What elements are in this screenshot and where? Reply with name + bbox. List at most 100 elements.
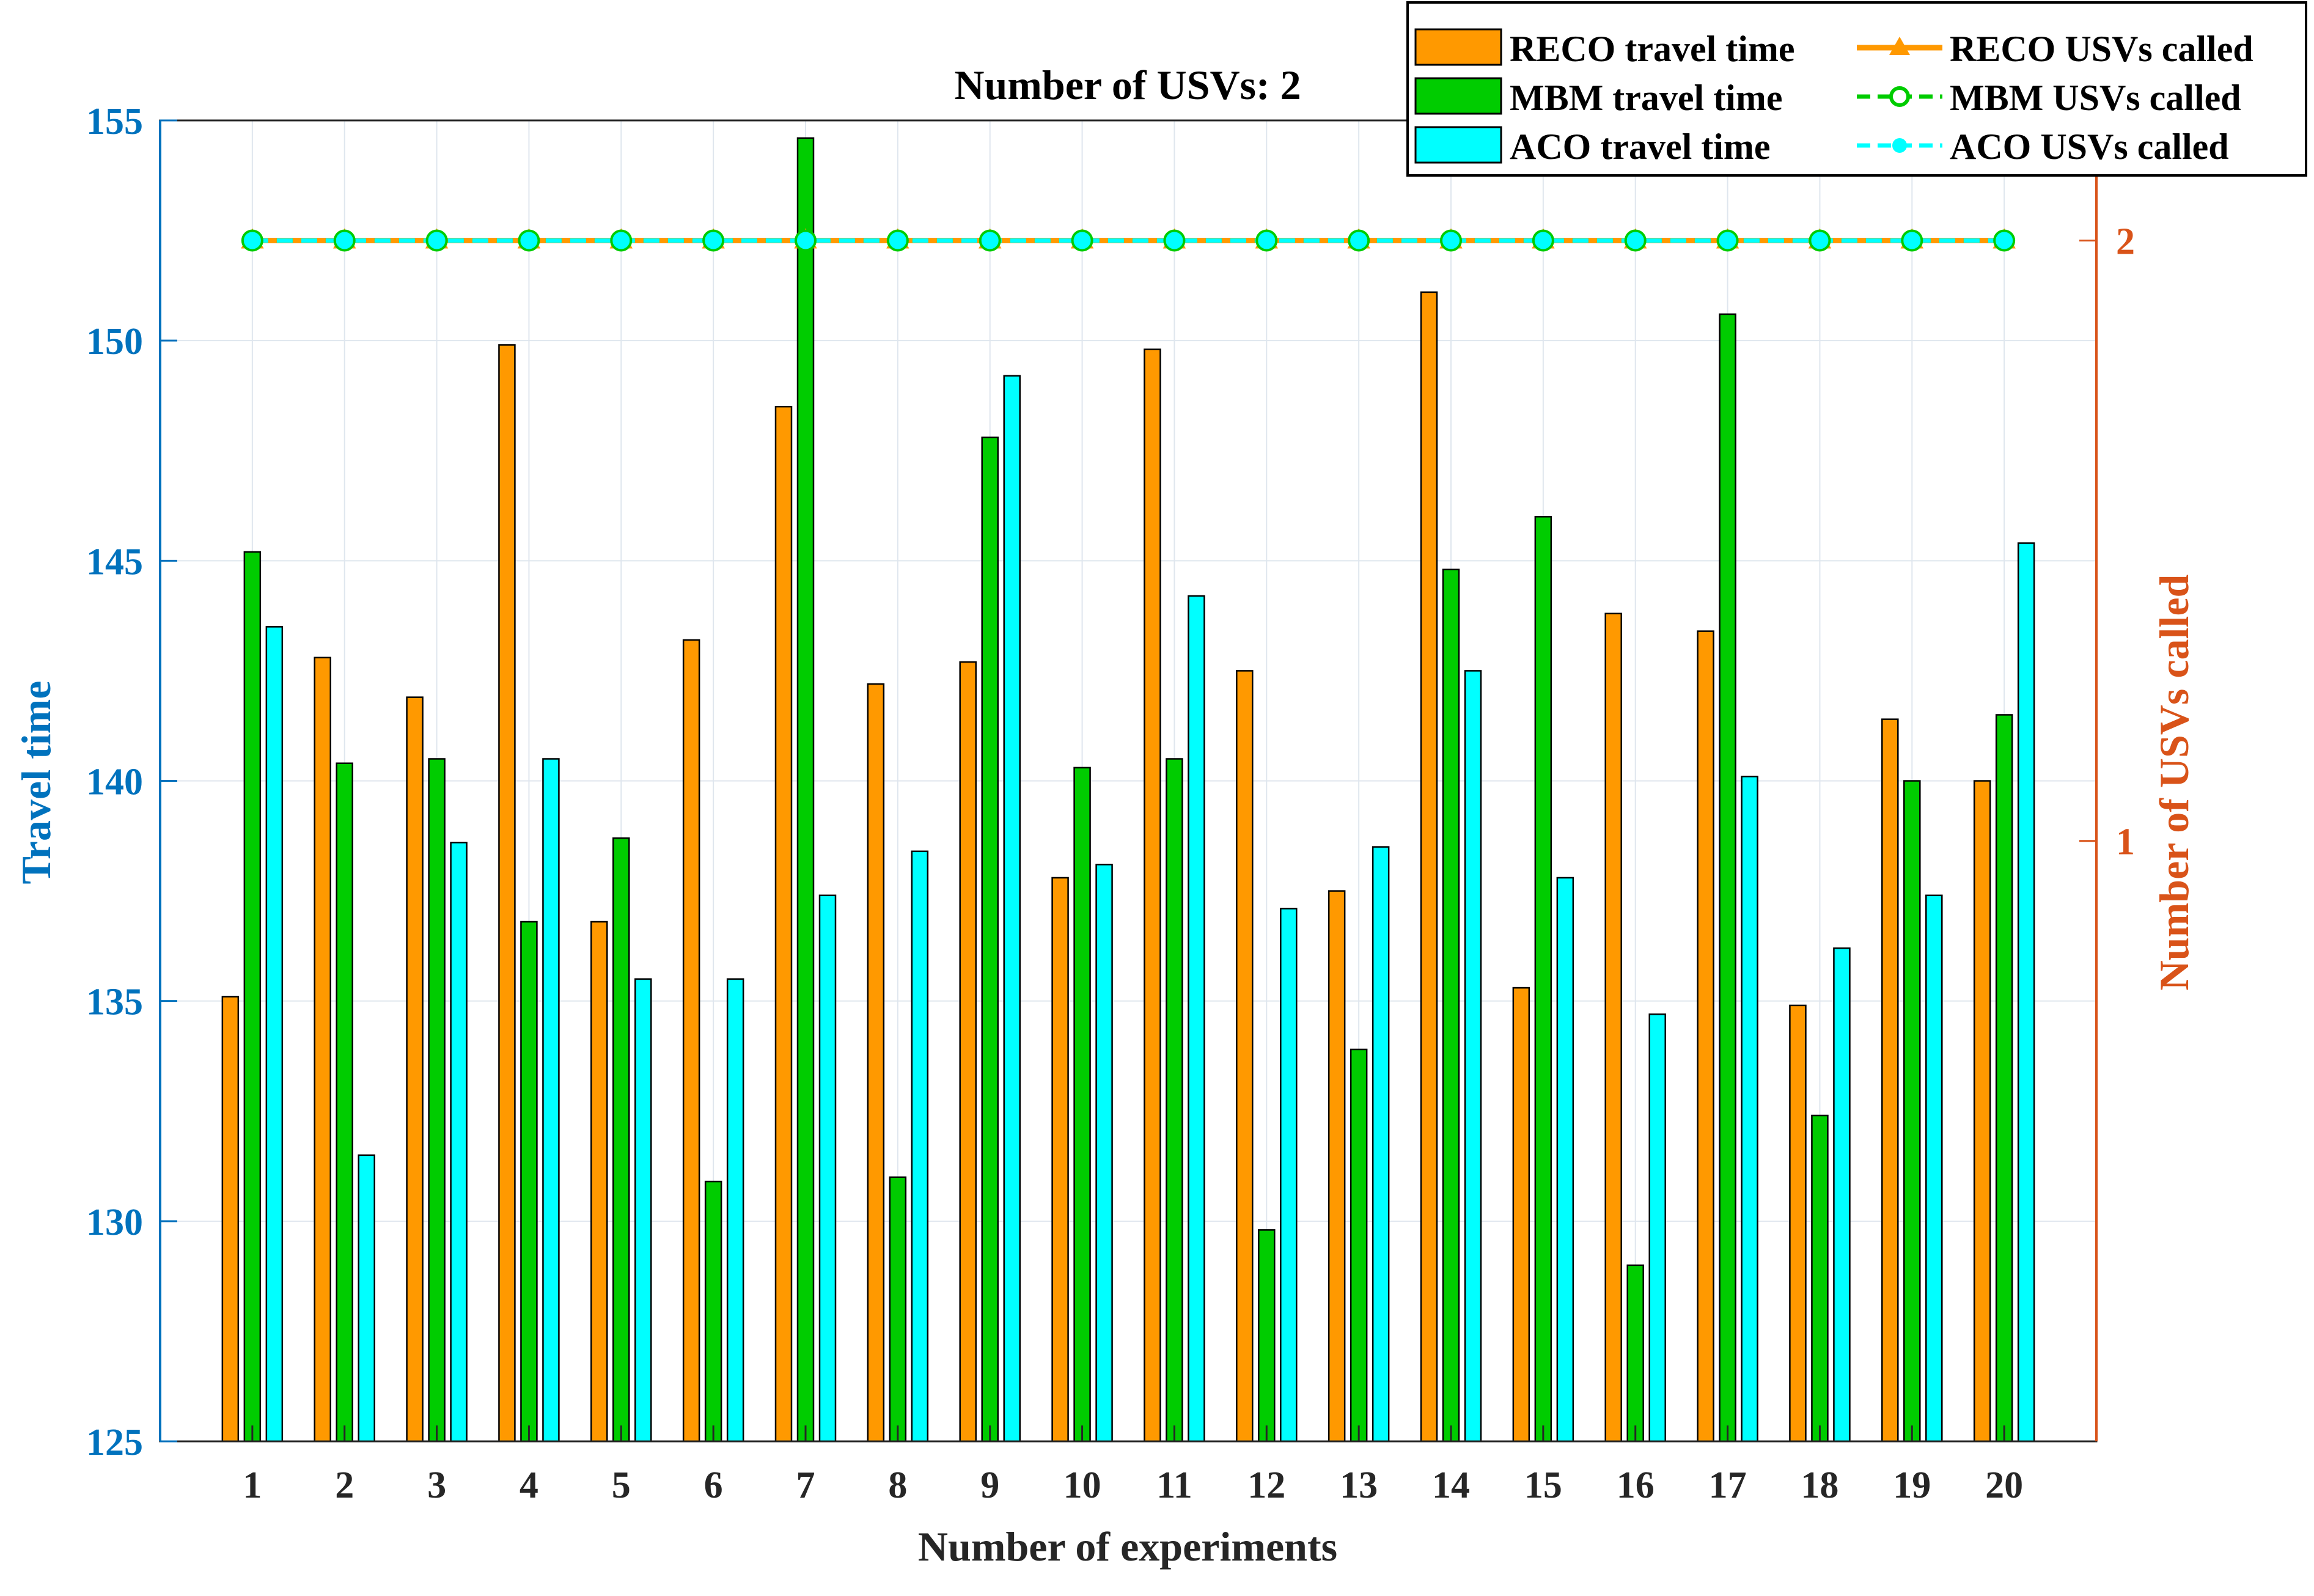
legend-label: MBM USVs called — [1950, 78, 2241, 118]
marker-aco-6 — [705, 232, 722, 249]
marker-aco-20 — [1996, 232, 2013, 249]
bar-aco-8 — [911, 850, 929, 1443]
bar-mbm-2 — [336, 762, 353, 1443]
x-tick-label: 8 — [888, 1465, 907, 1506]
legend-label: RECO travel time — [1510, 29, 1795, 69]
bar-reco-18 — [1789, 1004, 1807, 1443]
bar-mbm-7 — [796, 137, 815, 1443]
bar-reco-10 — [1051, 877, 1069, 1443]
bar-mbm-3 — [428, 758, 446, 1443]
bar-mbm-19 — [1903, 780, 1921, 1443]
bar-reco-11 — [1144, 348, 1161, 1443]
bar-aco-16 — [1648, 1013, 1666, 1443]
y-tick-label: 140 — [86, 762, 143, 803]
legend-label: RECO USVs called — [1950, 29, 2253, 69]
x-tick-label: 13 — [1340, 1465, 1378, 1506]
x-tick-label: 19 — [1893, 1465, 1931, 1506]
bar-reco-14 — [1420, 291, 1438, 1443]
legend-label: ACO travel time — [1510, 127, 1771, 167]
y2-axis-label: Number of USVs called — [2151, 575, 2197, 991]
bar-aco-15 — [1556, 877, 1574, 1443]
bar-aco-9 — [1003, 375, 1021, 1443]
bar-reco-2 — [314, 656, 331, 1443]
x-tick-label: 11 — [1156, 1465, 1192, 1506]
x-tick-label: 4 — [520, 1465, 538, 1506]
bar-mbm-11 — [1166, 758, 1183, 1443]
bar-mbm-9 — [981, 436, 999, 1443]
bar-aco-13 — [1372, 846, 1390, 1443]
y-tick-label: 135 — [86, 982, 143, 1023]
legend-swatch-mbm — [1414, 77, 1502, 115]
y-tick-label: 150 — [86, 321, 143, 362]
x-tick-label: 2 — [335, 1465, 354, 1506]
y-tick-label: 125 — [86, 1422, 143, 1463]
marker-aco-4 — [520, 232, 538, 249]
bar-mbm-5 — [612, 837, 630, 1443]
x-tick-label: 1 — [243, 1465, 262, 1506]
marker-aco-7 — [797, 232, 814, 249]
legend-marker-reco — [1889, 37, 1910, 55]
bar-mbm-14 — [1442, 568, 1460, 1443]
x-tick-label: 3 — [427, 1465, 446, 1506]
bar-mbm-12 — [1258, 1229, 1276, 1443]
bar-reco-3 — [406, 696, 424, 1443]
bar-aco-2 — [358, 1154, 375, 1443]
bar-aco-7 — [818, 894, 837, 1443]
bar-mbm-6 — [704, 1180, 722, 1443]
x-tick-label: 15 — [1524, 1465, 1562, 1506]
bar-reco-1 — [221, 996, 240, 1443]
bar-mbm-16 — [1626, 1264, 1644, 1443]
bar-aco-5 — [634, 978, 652, 1443]
bar-reco-4 — [498, 344, 516, 1443]
marker-aco-16 — [1626, 232, 1644, 249]
marker-aco-12 — [1258, 232, 1276, 249]
y-tick-label: 155 — [86, 101, 143, 142]
bar-mbm-15 — [1534, 516, 1552, 1443]
marker-aco-18 — [1811, 232, 1829, 249]
x-tick-label: 18 — [1801, 1465, 1838, 1506]
y2-tick-label: 1 — [2116, 822, 2135, 863]
y-tick-label: 145 — [86, 541, 143, 583]
bar-reco-19 — [1881, 718, 1899, 1443]
bar-mbm-1 — [243, 551, 262, 1443]
marker-aco-1 — [243, 232, 261, 249]
y-axis-label: Travel time — [13, 681, 59, 884]
legend: RECO travel time MBM travel time ACO trave… — [1406, 1, 2307, 177]
bar-reco-7 — [774, 405, 793, 1443]
bar-aco-18 — [1833, 947, 1851, 1443]
marker-aco-19 — [1903, 232, 1921, 249]
legend-marker-mbm — [1889, 86, 1910, 107]
bar-reco-15 — [1512, 987, 1530, 1443]
x-tick-label: 14 — [1432, 1465, 1470, 1506]
bars — [221, 137, 2035, 1443]
marker-aco-9 — [981, 232, 999, 249]
y2-tick-label: 2 — [2116, 221, 2135, 262]
bar-aco-1 — [265, 626, 284, 1443]
marker-aco-14 — [1442, 232, 1460, 249]
x-axis-label: Number of experiments — [918, 1523, 1337, 1570]
x-tick-label: 5 — [612, 1465, 631, 1506]
legend-swatch-reco — [1414, 28, 1502, 66]
x-tick-label: 6 — [704, 1465, 723, 1506]
bar-aco-12 — [1280, 908, 1298, 1443]
marker-aco-5 — [612, 232, 630, 249]
bar-reco-16 — [1604, 612, 1622, 1443]
legend-label: ACO USVs called — [1950, 127, 2229, 167]
bar-aco-19 — [1925, 894, 1943, 1443]
x-tick-label: 20 — [1985, 1465, 2023, 1506]
bar-aco-20 — [2017, 542, 2035, 1443]
usv-lines — [241, 228, 2016, 252]
y-tick-label: 130 — [86, 1202, 143, 1243]
bar-aco-4 — [542, 758, 560, 1443]
chart-title: Number of USVs: 2 — [954, 62, 1301, 108]
bar-aco-14 — [1464, 670, 1482, 1443]
bar-mbm-8 — [889, 1176, 907, 1443]
bar-aco-3 — [450, 842, 468, 1443]
marker-aco-8 — [889, 232, 906, 249]
bar-reco-13 — [1328, 890, 1346, 1443]
marker-aco-17 — [1719, 232, 1736, 249]
x-tick-label: 7 — [796, 1465, 815, 1506]
marker-aco-13 — [1350, 232, 1368, 249]
bar-reco-9 — [959, 661, 977, 1443]
